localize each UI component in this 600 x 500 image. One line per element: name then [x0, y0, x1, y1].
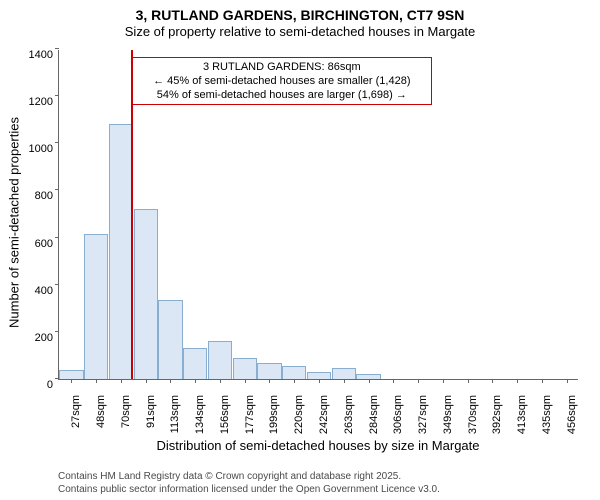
footer-attribution: Contains HM Land Registry data © Crown c… — [58, 470, 440, 496]
x-tick-label: 242sqm — [318, 389, 330, 434]
y-tick-label: 600 — [35, 238, 59, 250]
annotation-line-2: ← 45% of semi-detached houses are smalle… — [139, 74, 425, 88]
x-tick-label: 263sqm — [343, 389, 355, 434]
histogram-bar — [233, 358, 257, 379]
x-axis-label: Distribution of semi-detached houses by … — [157, 438, 480, 453]
histogram-bar — [109, 124, 133, 379]
footer-line-2: Contains public sector information licen… — [58, 483, 440, 496]
x-tick-mark — [96, 379, 97, 383]
plot-area: 020040060080010001200140027sqm48sqm70sqm… — [58, 50, 578, 380]
histogram-bar — [59, 370, 83, 379]
x-tick-mark — [146, 379, 147, 383]
x-tick-label: 220sqm — [293, 389, 305, 434]
histogram-bar — [257, 363, 281, 380]
x-tick-mark — [71, 379, 72, 383]
histogram-bar — [208, 341, 232, 379]
x-tick-mark — [393, 379, 394, 383]
y-tick-label: 1200 — [29, 96, 59, 108]
x-tick-mark — [443, 379, 444, 383]
y-tick-mark — [55, 284, 59, 285]
y-tick-label: 1000 — [29, 143, 59, 155]
x-tick-label: 27sqm — [70, 389, 82, 428]
title-text: 3, RUTLAND GARDENS, BIRCHINGTON, CT7 9SN — [136, 7, 465, 23]
y-tick-label: 1400 — [29, 49, 59, 61]
x-tick-label: 349sqm — [442, 389, 454, 434]
histogram-bar — [134, 209, 158, 379]
x-tick-mark — [269, 379, 270, 383]
histogram-bar — [332, 368, 356, 379]
x-tick-mark — [418, 379, 419, 383]
chart-subtitle: Size of property relative to semi-detach… — [0, 24, 600, 41]
y-tick-mark — [55, 189, 59, 190]
y-tick-label: 400 — [35, 285, 59, 297]
x-tick-mark — [567, 379, 568, 383]
x-tick-mark — [542, 379, 543, 383]
x-tick-label: 70sqm — [120, 389, 132, 428]
x-tick-label: 134sqm — [194, 389, 206, 434]
y-tick-label: 200 — [35, 332, 59, 344]
chart-container: 3, RUTLAND GARDENS, BIRCHINGTON, CT7 9SN… — [0, 0, 600, 500]
x-tick-label: 48sqm — [95, 389, 107, 428]
x-tick-mark — [195, 379, 196, 383]
x-tick-mark — [517, 379, 518, 383]
x-tick-mark — [344, 379, 345, 383]
histogram-bar — [84, 234, 108, 379]
histogram-bar — [307, 372, 331, 379]
x-tick-label: 456sqm — [566, 389, 578, 434]
x-tick-mark — [170, 379, 171, 383]
y-tick-label: 800 — [35, 190, 59, 202]
y-tick-mark — [55, 48, 59, 49]
x-tick-label: 177sqm — [244, 389, 256, 434]
x-tick-mark — [294, 379, 295, 383]
x-tick-label: 370sqm — [467, 389, 479, 434]
x-tick-label: 156sqm — [219, 389, 231, 434]
x-tick-mark — [492, 379, 493, 383]
x-tick-label: 392sqm — [491, 389, 503, 434]
x-tick-mark — [369, 379, 370, 383]
x-tick-label: 91sqm — [145, 389, 157, 428]
histogram-bar — [158, 300, 182, 379]
y-axis-label: Number of semi-detached properties — [7, 117, 22, 328]
x-tick-mark — [245, 379, 246, 383]
y-tick-label: 0 — [47, 379, 59, 391]
x-axis-label-text: Distribution of semi-detached houses by … — [157, 438, 480, 453]
x-tick-mark — [121, 379, 122, 383]
subtitle-text: Size of property relative to semi-detach… — [125, 24, 475, 39]
y-axis-label-text: Number of semi-detached properties — [7, 117, 22, 328]
x-tick-label: 327sqm — [417, 389, 429, 434]
x-tick-mark — [468, 379, 469, 383]
annotation-box: 3 RUTLAND GARDENS: 86sqm← 45% of semi-de… — [132, 57, 432, 106]
x-tick-mark — [220, 379, 221, 383]
y-tick-mark — [55, 142, 59, 143]
y-tick-mark — [55, 95, 59, 96]
histogram-bar — [282, 366, 306, 379]
x-tick-mark — [319, 379, 320, 383]
y-tick-mark — [55, 237, 59, 238]
x-tick-label: 284sqm — [368, 389, 380, 434]
y-tick-mark — [55, 331, 59, 332]
footer-line-1: Contains HM Land Registry data © Crown c… — [58, 470, 440, 483]
x-tick-label: 435sqm — [541, 389, 553, 434]
x-tick-label: 413sqm — [516, 389, 528, 434]
chart-title: 3, RUTLAND GARDENS, BIRCHINGTON, CT7 9SN — [0, 6, 600, 24]
histogram-bar — [183, 348, 207, 379]
x-tick-label: 199sqm — [268, 389, 280, 434]
x-tick-label: 306sqm — [392, 389, 404, 434]
annotation-line-1: 3 RUTLAND GARDENS: 86sqm — [139, 60, 425, 74]
x-tick-label: 113sqm — [169, 389, 181, 433]
annotation-line-3: 54% of semi-detached houses are larger (… — [139, 88, 425, 102]
